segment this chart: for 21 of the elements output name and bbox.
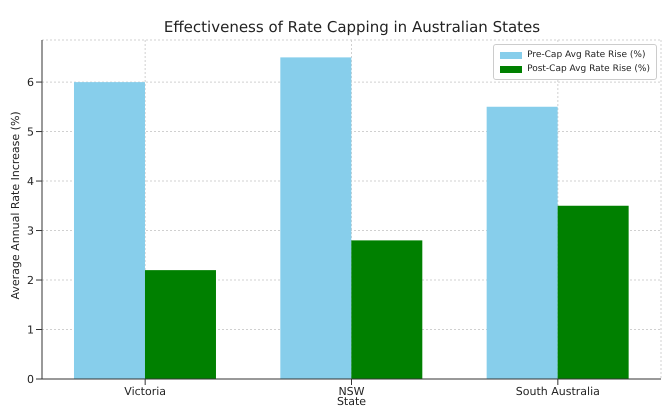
y-tick-label: 1 — [27, 323, 34, 336]
bar — [351, 240, 422, 379]
bar — [486, 106, 558, 379]
y-tick-label: 2 — [27, 274, 34, 287]
bar — [558, 206, 629, 379]
x-tick-label: South Australia — [516, 384, 600, 398]
chart-title: Effectiveness of Rate Capping in Australian States — [162, 18, 542, 36]
x-tick-label: NSW — [338, 384, 365, 398]
x-axis-title: State — [336, 395, 366, 407]
y-tick-label: 5 — [27, 125, 34, 138]
legend-label: Pre-Cap Avg Rate Rise (%) — [527, 49, 646, 62]
y-axis-title: Average Annual Rate Increase (%) — [8, 111, 22, 300]
y-tick-label: 3 — [27, 224, 34, 238]
legend-label: Post-Cap Avg Rate Rise (%) — [527, 63, 650, 76]
x-tick-label: Victoria — [124, 384, 166, 398]
y-tick-label: 4 — [27, 174, 34, 188]
y-tick-label: 0 — [27, 372, 34, 386]
bar — [144, 270, 216, 379]
y-tick-label: 6 — [27, 76, 34, 89]
bar — [280, 57, 352, 379]
bar — [74, 82, 145, 379]
